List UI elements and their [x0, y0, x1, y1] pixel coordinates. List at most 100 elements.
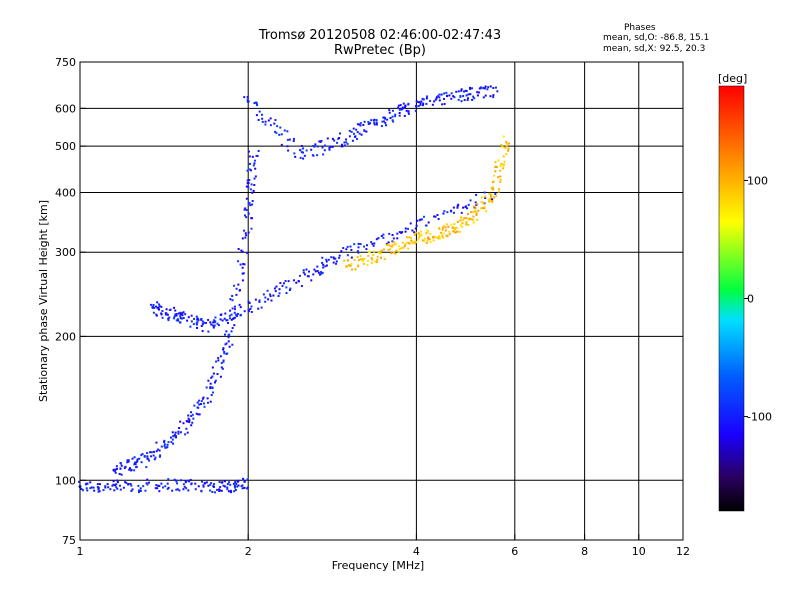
data-point — [97, 486, 100, 489]
data-point — [388, 111, 391, 114]
data-point — [397, 104, 400, 107]
data-point — [499, 175, 502, 178]
data-point — [274, 119, 277, 122]
data-point — [392, 237, 395, 240]
data-point — [194, 482, 197, 485]
data-point — [469, 86, 472, 89]
data-point — [193, 317, 196, 320]
data-point — [357, 251, 360, 254]
data-point — [460, 219, 463, 222]
data-point — [494, 165, 497, 168]
data-point — [316, 154, 319, 157]
data-point — [131, 488, 134, 491]
x-tick-label: 12 — [676, 545, 690, 558]
data-point — [177, 432, 180, 435]
data-point — [209, 321, 212, 324]
data-point — [213, 321, 216, 324]
data-point — [383, 258, 386, 261]
data-point — [398, 114, 401, 117]
data-point — [159, 454, 162, 457]
data-point — [493, 174, 496, 177]
data-point — [464, 205, 467, 208]
data-point — [157, 308, 160, 311]
data-point — [92, 486, 95, 489]
data-point — [438, 99, 441, 102]
data-point — [372, 244, 375, 247]
data-point — [256, 104, 259, 107]
data-point — [312, 144, 315, 147]
data-point — [113, 489, 116, 492]
data-point — [211, 387, 214, 390]
data-point — [379, 252, 382, 255]
data-point — [348, 129, 351, 132]
x-tick-label: 6 — [511, 545, 518, 558]
data-point — [246, 478, 249, 481]
data-point — [257, 118, 260, 121]
data-point — [211, 391, 214, 394]
data-point — [115, 483, 118, 486]
data-point — [135, 460, 138, 463]
data-point — [461, 222, 464, 225]
data-point — [483, 87, 486, 90]
data-point — [325, 258, 328, 261]
data-point — [323, 149, 326, 152]
data-point — [214, 320, 217, 323]
data-point — [182, 317, 185, 320]
data-point — [280, 133, 283, 136]
data-point — [155, 313, 158, 316]
data-point — [491, 198, 494, 201]
data-point — [461, 225, 464, 228]
data-point — [211, 366, 214, 369]
data-point — [183, 485, 186, 488]
data-point — [211, 490, 214, 493]
data-point — [419, 102, 422, 105]
colorbar-tick-label: -100 — [747, 411, 772, 424]
data-point — [229, 298, 232, 301]
data-point — [196, 401, 199, 404]
data-point — [160, 312, 163, 315]
data-point — [370, 261, 373, 264]
data-point — [415, 240, 418, 243]
data-point — [352, 127, 355, 130]
data-point — [423, 239, 426, 242]
data-point — [207, 330, 210, 333]
data-point — [125, 481, 128, 484]
data-point — [104, 486, 107, 489]
data-point — [210, 394, 213, 397]
data-point — [370, 241, 373, 244]
data-point — [192, 323, 195, 326]
data-point — [130, 489, 133, 492]
data-point — [443, 97, 446, 100]
data-point — [373, 260, 376, 263]
data-point — [345, 138, 348, 141]
x-axis-label: Frequency [MHz] — [332, 559, 424, 572]
data-point — [156, 306, 159, 309]
data-point — [401, 108, 404, 111]
data-point — [373, 250, 376, 253]
data-point — [414, 109, 417, 112]
data-point — [413, 240, 416, 243]
data-point — [427, 230, 430, 233]
data-point — [404, 230, 407, 233]
data-point — [155, 441, 158, 444]
data-point — [255, 114, 258, 117]
data-point — [219, 355, 222, 358]
data-point — [375, 121, 378, 124]
data-point — [244, 232, 247, 235]
data-point — [404, 227, 407, 230]
data-point — [434, 236, 437, 239]
data-point — [155, 450, 158, 453]
data-point — [269, 117, 272, 120]
data-point — [381, 120, 384, 123]
data-point — [346, 254, 349, 257]
data-point — [177, 319, 180, 322]
grid-lines — [80, 62, 683, 540]
data-point — [137, 491, 140, 494]
data-point — [206, 401, 209, 404]
data-point — [438, 93, 441, 96]
data-point — [215, 360, 218, 363]
data-point — [402, 246, 405, 249]
data-point — [233, 324, 236, 327]
data-point — [122, 486, 125, 489]
